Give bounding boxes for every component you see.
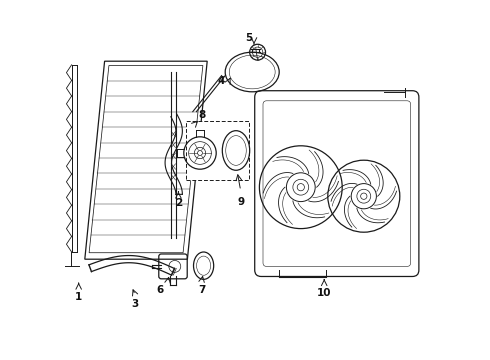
Text: 7: 7 (198, 285, 205, 295)
Text: 3: 3 (132, 299, 139, 309)
Text: 6: 6 (157, 285, 164, 295)
Text: 5: 5 (245, 33, 252, 43)
Text: 9: 9 (237, 197, 244, 207)
Text: 2: 2 (175, 198, 182, 208)
Text: 1: 1 (75, 292, 82, 302)
Bar (186, 121, 248, 180)
Text: 4: 4 (218, 76, 225, 86)
Text: 10: 10 (317, 288, 331, 298)
Text: 8: 8 (198, 110, 205, 120)
